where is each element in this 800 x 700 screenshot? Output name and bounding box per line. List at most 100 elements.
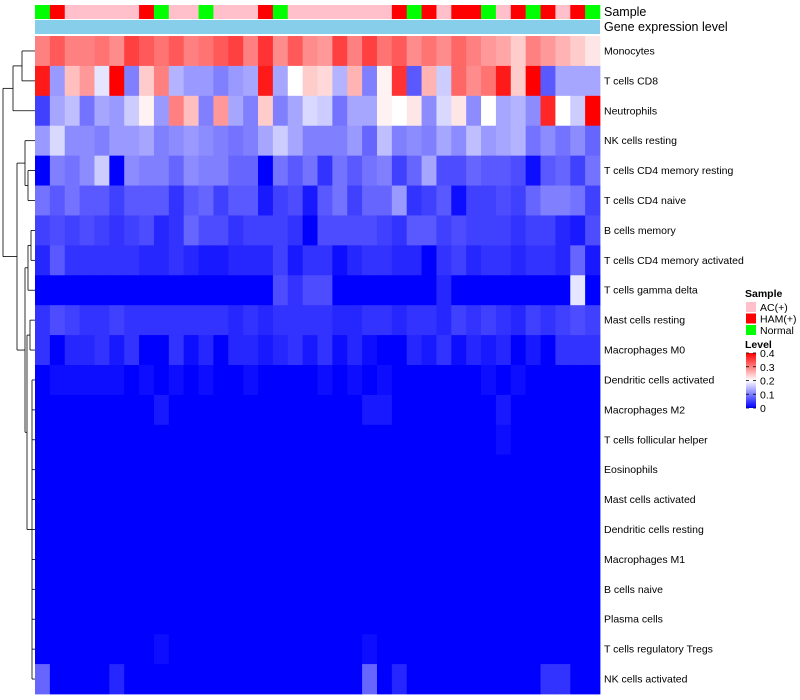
heatmap-cell	[139, 544, 155, 575]
heatmap-cell	[49, 514, 66, 545]
heatmap-cell	[570, 664, 586, 695]
sample-annotation-cell	[510, 5, 526, 19]
heatmap-cell	[35, 454, 51, 486]
heatmap-cell	[362, 305, 378, 336]
heatmap-cell	[183, 454, 199, 486]
heatmap-cell	[347, 335, 363, 366]
heatmap-cell	[481, 305, 497, 336]
gene-expression-annotation-label: Gene expression level	[604, 20, 728, 34]
heatmap-cell	[495, 514, 512, 545]
heatmap-cell	[406, 664, 422, 695]
heatmap-cell	[510, 95, 527, 127]
sample-annotation-cell	[585, 5, 601, 19]
heatmap-cell	[109, 634, 125, 665]
heatmap-cell	[139, 275, 155, 306]
heatmap-cell	[258, 185, 274, 216]
heatmap-cell	[139, 664, 155, 695]
heatmap-cell	[94, 514, 110, 545]
heatmap-cell	[451, 454, 467, 486]
heatmap-cell	[332, 604, 348, 635]
heatmap-cell	[391, 424, 408, 456]
heatmap-cell	[376, 215, 393, 246]
heatmap-cell	[362, 604, 378, 635]
heatmap-cell	[510, 275, 527, 306]
heatmap-cell	[94, 335, 110, 366]
heatmap-cell	[228, 95, 244, 127]
row-label: B cells memory	[604, 225, 677, 237]
sample-annotation-cell	[570, 5, 586, 19]
heatmap-cell	[198, 574, 214, 605]
heatmap-cell	[495, 125, 512, 157]
heatmap-cell	[287, 365, 304, 396]
heatmap-cell	[421, 394, 437, 426]
heatmap-cell	[302, 664, 318, 695]
heatmap-cell	[49, 454, 66, 486]
heatmap-cell	[213, 305, 229, 336]
heatmap-cell	[436, 365, 452, 396]
sample-annotation-cell	[376, 5, 393, 19]
heatmap-cell	[49, 245, 66, 276]
heatmap-cell	[347, 215, 363, 246]
heatmap-cell	[228, 484, 244, 515]
heatmap-cell	[391, 574, 408, 605]
heatmap-cell	[49, 335, 66, 366]
sample-annotation-cell	[362, 5, 378, 19]
heatmap-cell	[317, 245, 333, 276]
heatmap-cell	[495, 185, 512, 216]
heatmap-cell	[183, 335, 199, 366]
heatmap-cell	[347, 634, 363, 665]
heatmap-cell	[525, 275, 541, 306]
heatmap-cell	[332, 36, 348, 67]
heatmap-cell	[421, 65, 437, 97]
heatmap-cell	[35, 305, 51, 336]
heatmap-cell	[35, 125, 51, 157]
heatmap-cell	[258, 574, 274, 605]
heatmap-cell	[35, 424, 51, 456]
sample-annotation-cell	[168, 5, 184, 19]
heatmap-cell	[585, 65, 601, 97]
heatmap-cell	[376, 335, 393, 366]
heatmap-cell	[540, 514, 556, 545]
heatmap-cell	[49, 215, 66, 246]
heatmap-cell	[49, 275, 66, 306]
heatmap-cell	[64, 65, 81, 97]
heatmap-cell	[451, 514, 467, 545]
heatmap-cell	[302, 484, 318, 515]
heatmap-cell	[64, 335, 81, 366]
heatmap-cell	[585, 95, 601, 127]
heatmap-cell	[347, 514, 363, 545]
heatmap-cell	[436, 275, 452, 306]
heatmap-cell	[228, 634, 244, 665]
heatmap-cell	[153, 484, 170, 515]
heatmap-cell	[109, 305, 125, 336]
heatmap-cell	[64, 664, 81, 695]
heatmap-cell	[139, 36, 155, 67]
heatmap-cell	[451, 275, 467, 306]
heatmap-cell	[510, 604, 527, 635]
sample-annotation-cell	[555, 5, 571, 19]
heatmap-cell	[540, 365, 556, 396]
heatmap-cell	[272, 394, 289, 426]
heatmap-cell	[570, 36, 586, 67]
heatmap-cell	[94, 394, 110, 426]
heatmap-cell	[139, 245, 155, 276]
heatmap-cell	[421, 155, 437, 186]
heatmap-cell	[391, 36, 408, 67]
heatmap-cell	[272, 634, 289, 665]
heatmap-cell	[243, 574, 259, 605]
heatmap-cell	[436, 125, 452, 157]
heatmap-cell	[481, 185, 497, 216]
sample-legend: Sample AC(+)HAM(+)Normal	[745, 288, 796, 337]
sample-legend-swatch	[746, 302, 756, 312]
heatmap-cell	[213, 365, 229, 396]
heatmap-cell	[302, 454, 318, 486]
level-legend: Level 0.4 0.3 0.20.1 0	[745, 339, 775, 415]
heatmap-cell	[139, 95, 155, 127]
heatmap-cell	[35, 95, 51, 127]
heatmap-cell	[168, 365, 185, 396]
heatmap-cell	[466, 185, 482, 216]
heatmap-cell	[35, 544, 51, 575]
heatmap-cell	[49, 484, 66, 515]
heatmap-cell	[540, 664, 556, 695]
heatmap-cell	[287, 454, 304, 486]
